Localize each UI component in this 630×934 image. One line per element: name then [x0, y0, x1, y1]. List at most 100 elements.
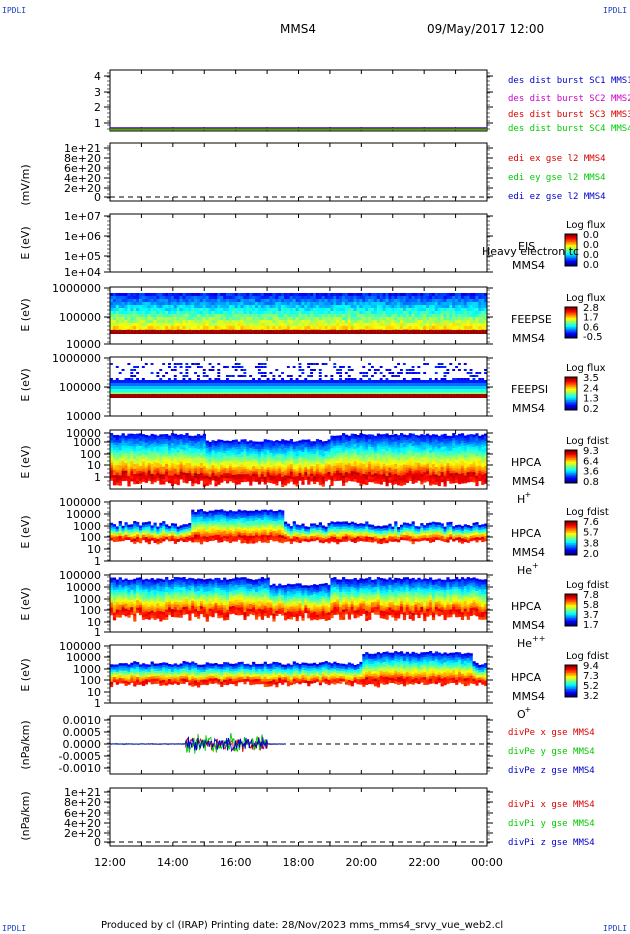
heatmap-cell: [411, 380, 415, 384]
heatmap-cell: [240, 326, 244, 330]
heatmap-cell: [240, 471, 244, 475]
heatmap-cell: [243, 326, 247, 330]
heatmap-cell: [269, 455, 273, 459]
heatmap-cell: [168, 437, 172, 441]
heatmap-cell: [133, 461, 137, 465]
heatmap-cell: [214, 326, 218, 330]
heatmap-cell: [199, 440, 204, 444]
heatmap-cell: [115, 449, 119, 453]
heatmap-cell: [359, 445, 363, 449]
heatmap-cell: [199, 445, 204, 449]
heatmap-cell: [371, 375, 374, 377]
heatmap-cell: [397, 383, 401, 387]
heatmap-cell: [327, 446, 331, 450]
heatmap-cell: [205, 460, 209, 464]
heatmap-cell: [118, 475, 122, 479]
heatmap-cell: [324, 466, 328, 469]
heatmap-cell: [263, 451, 267, 455]
heatmap-cell: [458, 369, 461, 371]
colorbar-cell: [565, 245, 577, 248]
heatmap-cell: [295, 330, 299, 334]
heatmap-cell: [176, 308, 180, 312]
heatmap-cell: [170, 483, 175, 486]
heatmap-cell: [371, 389, 375, 393]
heatmap-cell: [342, 480, 346, 484]
heatmap-cell: [141, 305, 146, 309]
heatmap-cell: [400, 392, 404, 396]
heatmap-cell: [246, 394, 250, 398]
heatmap-cell: [249, 470, 253, 474]
heatmap-cell: [449, 323, 453, 327]
heatmap-cell: [373, 380, 378, 384]
y-axis-label: (mV/m): [19, 164, 32, 205]
heatmap-cell: [124, 386, 128, 390]
heatmap-cell: [321, 320, 325, 324]
heatmap-cell: [347, 440, 351, 444]
heatmap-cell: [228, 293, 233, 297]
heatmap-cell: [112, 465, 117, 468]
heatmap-cell: [168, 470, 172, 474]
heatmap-cell: [420, 302, 424, 306]
heatmap-cell: [226, 323, 230, 327]
heatmap-cell: [112, 299, 117, 303]
heatmap-cell: [139, 475, 143, 479]
heatmap-cell: [330, 483, 334, 486]
heatmap-cell: [269, 460, 273, 464]
heatmap-cell: [298, 477, 302, 481]
heatmap-cell: [298, 447, 302, 451]
heatmap-cell: [295, 293, 299, 297]
heatmap-cell: [214, 330, 218, 334]
heatmap-cell: [226, 330, 230, 334]
heatmap-cell: [336, 475, 340, 479]
heatmap-cell: [199, 437, 204, 441]
heatmap-cell: [330, 380, 334, 384]
heatmap-cell: [292, 451, 296, 455]
heatmap-cell: [226, 378, 229, 380]
heatmap-cell: [153, 383, 157, 387]
heatmap-cell: [289, 446, 293, 450]
heatmap-cell: [359, 450, 363, 454]
heatmap-cell: [327, 323, 331, 327]
heatmap-cell: [313, 326, 317, 330]
y-tick-label: 1e+21: [64, 142, 101, 155]
heatmap-cell: [199, 308, 204, 312]
heatmap-cell: [394, 308, 398, 312]
heatmap-cell: [394, 330, 398, 334]
heatmap-cell: [223, 330, 227, 334]
heatmap-cell: [336, 380, 340, 384]
heatmap-cell: [347, 380, 351, 384]
heatmap-cell: [115, 434, 119, 438]
heatmap-cell: [197, 463, 201, 467]
heatmap-cell: [173, 458, 177, 462]
heatmap-cell: [284, 462, 288, 466]
heatmap-cell: [275, 472, 279, 476]
heatmap-cell: [281, 479, 285, 482]
heatmap-cell: [336, 438, 340, 441]
heatmap-cell: [469, 383, 473, 387]
heatmap-cell: [127, 302, 131, 306]
y-tick-label: 1e+06: [64, 230, 101, 243]
heatmap-cell: [165, 449, 169, 452]
heatmap-cell: [144, 470, 148, 473]
heatmap-cell: [426, 305, 430, 309]
heatmap-cell: [214, 478, 218, 482]
heatmap-cell: [153, 447, 157, 450]
heatmap-cell: [205, 465, 209, 469]
heatmap-cell: [359, 465, 363, 469]
heatmap-cell: [226, 465, 230, 469]
heatmap-cell: [170, 386, 175, 390]
heatmap-cell: [310, 458, 314, 462]
heatmap-cell: [255, 311, 259, 315]
heatmap-cell: [327, 466, 331, 470]
heatmap-cell: [231, 439, 235, 443]
heatmap-cell: [266, 452, 270, 456]
heatmap-cell: [263, 449, 267, 453]
heatmap-cell: [188, 323, 192, 327]
heatmap-cell: [350, 392, 354, 396]
heatmap-cell: [289, 461, 293, 465]
heatmap-cell: [223, 450, 227, 454]
heatmap-cell: [153, 467, 157, 470]
heatmap-cell: [127, 468, 131, 472]
heatmap-cell: [121, 433, 125, 437]
